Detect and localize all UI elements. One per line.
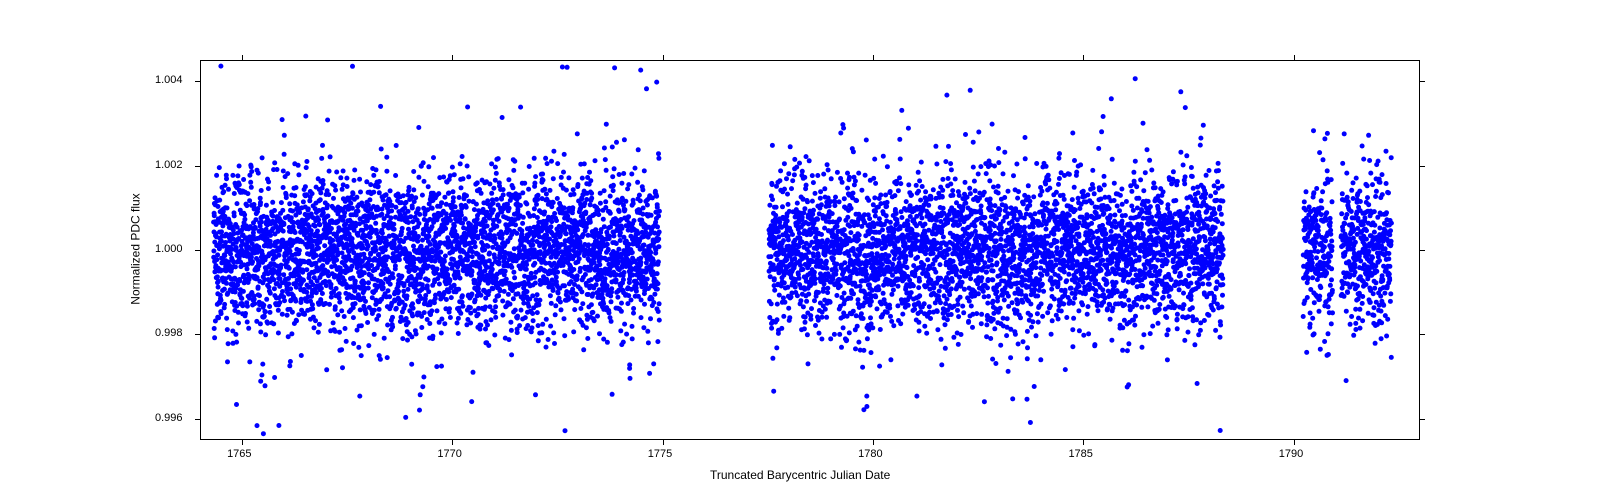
plot-area <box>200 60 1420 440</box>
x-tick-label: 1775 <box>648 448 672 460</box>
y-tick-label: 1.000 <box>155 243 183 255</box>
x-tick-label: 1780 <box>858 448 882 460</box>
y-tick-label: 0.996 <box>155 412 183 424</box>
x-tick-label: 1790 <box>1279 448 1303 460</box>
x-tick-label: 1770 <box>437 448 461 460</box>
x-axis-label: Truncated Barycentric Julian Date <box>710 468 890 482</box>
y-tick-label: 1.004 <box>155 74 183 86</box>
scatter-points <box>201 61 1421 441</box>
x-tick-label: 1765 <box>227 448 251 460</box>
y-tick-label: 1.002 <box>155 159 183 171</box>
x-tick-label: 1785 <box>1068 448 1092 460</box>
light-curve-chart: Normalized PDC flux Truncated Barycentri… <box>0 0 1600 500</box>
y-axis-label: Normalized PDC flux <box>129 193 143 304</box>
y-tick-label: 0.998 <box>155 327 183 339</box>
